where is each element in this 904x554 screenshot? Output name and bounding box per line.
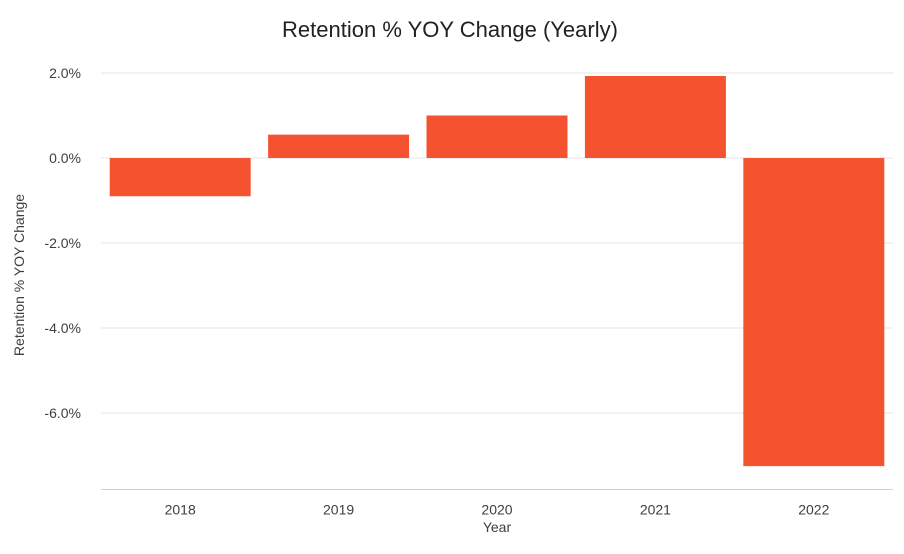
x-axis-label: Year bbox=[483, 519, 512, 535]
bar-2022 bbox=[743, 158, 885, 467]
x-axis-ticks: 2018 2019 2020 2021 2022 bbox=[165, 502, 830, 518]
y-tick-label: -4.0% bbox=[44, 320, 81, 336]
bar-2018 bbox=[109, 158, 251, 197]
bar-2021 bbox=[584, 75, 726, 158]
bar-2019 bbox=[268, 134, 410, 158]
x-tick-label: 2021 bbox=[640, 502, 671, 518]
y-axis-ticks: 2.0% 0.0% -2.0% -4.0% -6.0% bbox=[44, 65, 81, 421]
y-tick-label: 2.0% bbox=[49, 65, 81, 81]
x-tick-label: 2018 bbox=[165, 502, 196, 518]
bar-layer bbox=[109, 75, 885, 467]
x-tick-label: 2022 bbox=[798, 502, 829, 518]
x-tick-label: 2020 bbox=[481, 502, 512, 518]
y-tick-label: 0.0% bbox=[49, 150, 81, 166]
y-tick-label: -2.0% bbox=[44, 235, 81, 251]
bar-2020 bbox=[426, 115, 568, 158]
y-tick-label: -6.0% bbox=[44, 405, 81, 421]
y-axis-label: Retention % YOY Change bbox=[11, 194, 27, 356]
chart-title: Retention % YOY Change (Yearly) bbox=[282, 17, 618, 42]
x-tick-label: 2019 bbox=[323, 502, 354, 518]
